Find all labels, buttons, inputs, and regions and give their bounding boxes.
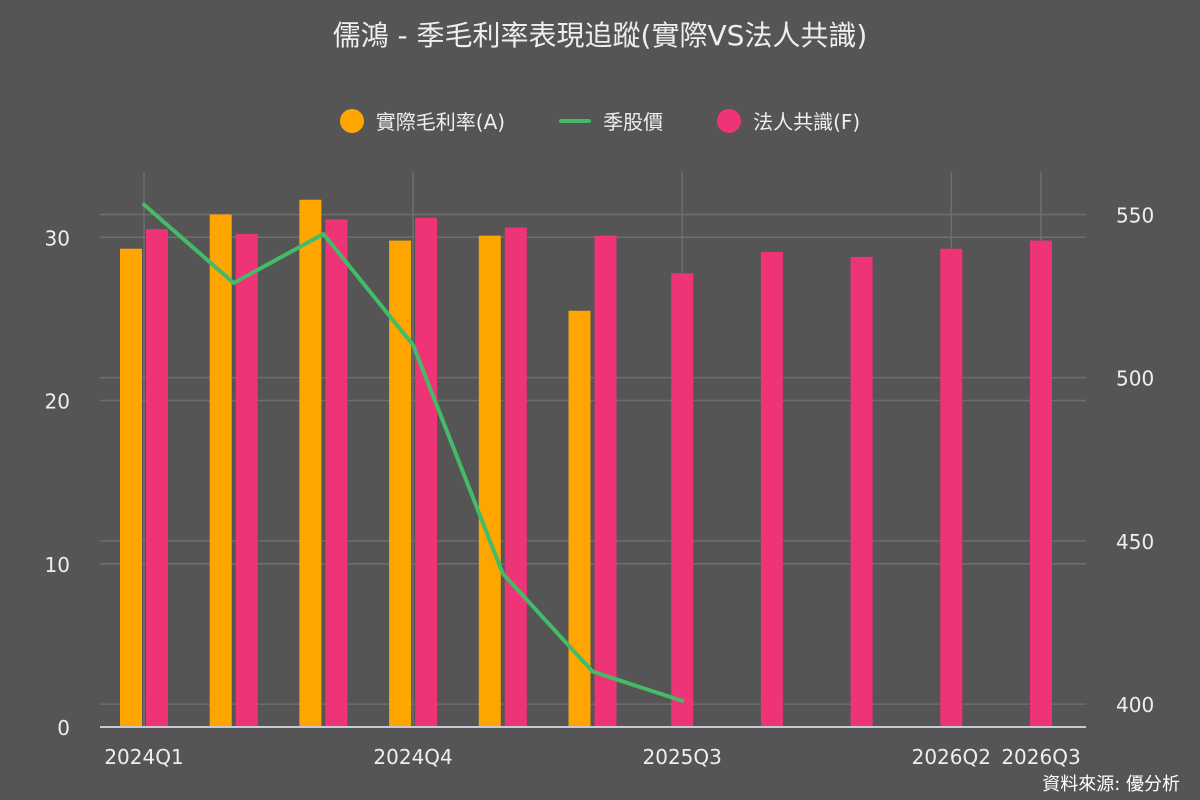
y-left-tick-label: 10 xyxy=(45,553,70,577)
y-right-tick-label: 400 xyxy=(1116,693,1154,717)
y-left-tick-label: 0 xyxy=(57,716,70,740)
x-tick-label: 2025Q3 xyxy=(643,745,722,769)
legend-item-actual[interactable]: 實際毛利率(A) xyxy=(339,106,506,135)
bar-actual xyxy=(568,310,591,727)
bar-forecast xyxy=(146,229,168,727)
bar-actual xyxy=(299,199,322,727)
bar-forecast xyxy=(940,248,963,727)
bar-forecast xyxy=(760,251,783,727)
legend-swatch-price xyxy=(559,118,592,123)
y-right-tick-label: 500 xyxy=(1116,367,1154,391)
chart-legend: 實際毛利率(A) 季股價 法人共識(F) xyxy=(0,106,1200,135)
legend-swatch-forecast xyxy=(717,108,742,133)
bar-forecast xyxy=(850,256,873,727)
legend-label-price: 季股價 xyxy=(603,110,664,134)
bar-forecast xyxy=(1030,240,1052,727)
bar-actual xyxy=(389,240,412,727)
x-tick-label: 2026Q2 xyxy=(912,745,991,769)
bar-forecast xyxy=(504,227,527,727)
legend-label-forecast: 法人共識(F) xyxy=(753,110,861,134)
bar-actual xyxy=(209,214,232,728)
y-right-tick-label: 550 xyxy=(1116,203,1154,227)
bar-forecast xyxy=(415,217,438,728)
y-right-tick-label: 450 xyxy=(1116,530,1154,554)
legend-swatch-actual xyxy=(339,108,364,133)
legend-label-actual: 實際毛利率(A) xyxy=(375,110,506,134)
legend-item-price[interactable]: 季股價 xyxy=(559,106,663,135)
bar-forecast xyxy=(671,273,694,727)
x-tick-label: 2024Q4 xyxy=(373,745,452,769)
bar-forecast xyxy=(235,234,258,727)
bar-forecast xyxy=(594,235,617,728)
chart-title: 儒鴻 - 季毛利率表現追蹤(實際VS法人共識) xyxy=(332,19,868,52)
line-price xyxy=(142,202,685,703)
source-label: 資料來源: 優分析 xyxy=(1042,774,1180,795)
bar-actual xyxy=(478,235,501,728)
bar-forecast xyxy=(325,219,348,727)
y-left-tick-label: 30 xyxy=(45,226,70,250)
bar-actual xyxy=(120,248,142,727)
x-tick-label: 2024Q1 xyxy=(104,745,183,769)
y-left-tick-label: 20 xyxy=(45,390,70,414)
x-tick-label: 2026Q3 xyxy=(1001,745,1080,769)
legend-item-forecast[interactable]: 法人共識(F) xyxy=(717,106,860,135)
